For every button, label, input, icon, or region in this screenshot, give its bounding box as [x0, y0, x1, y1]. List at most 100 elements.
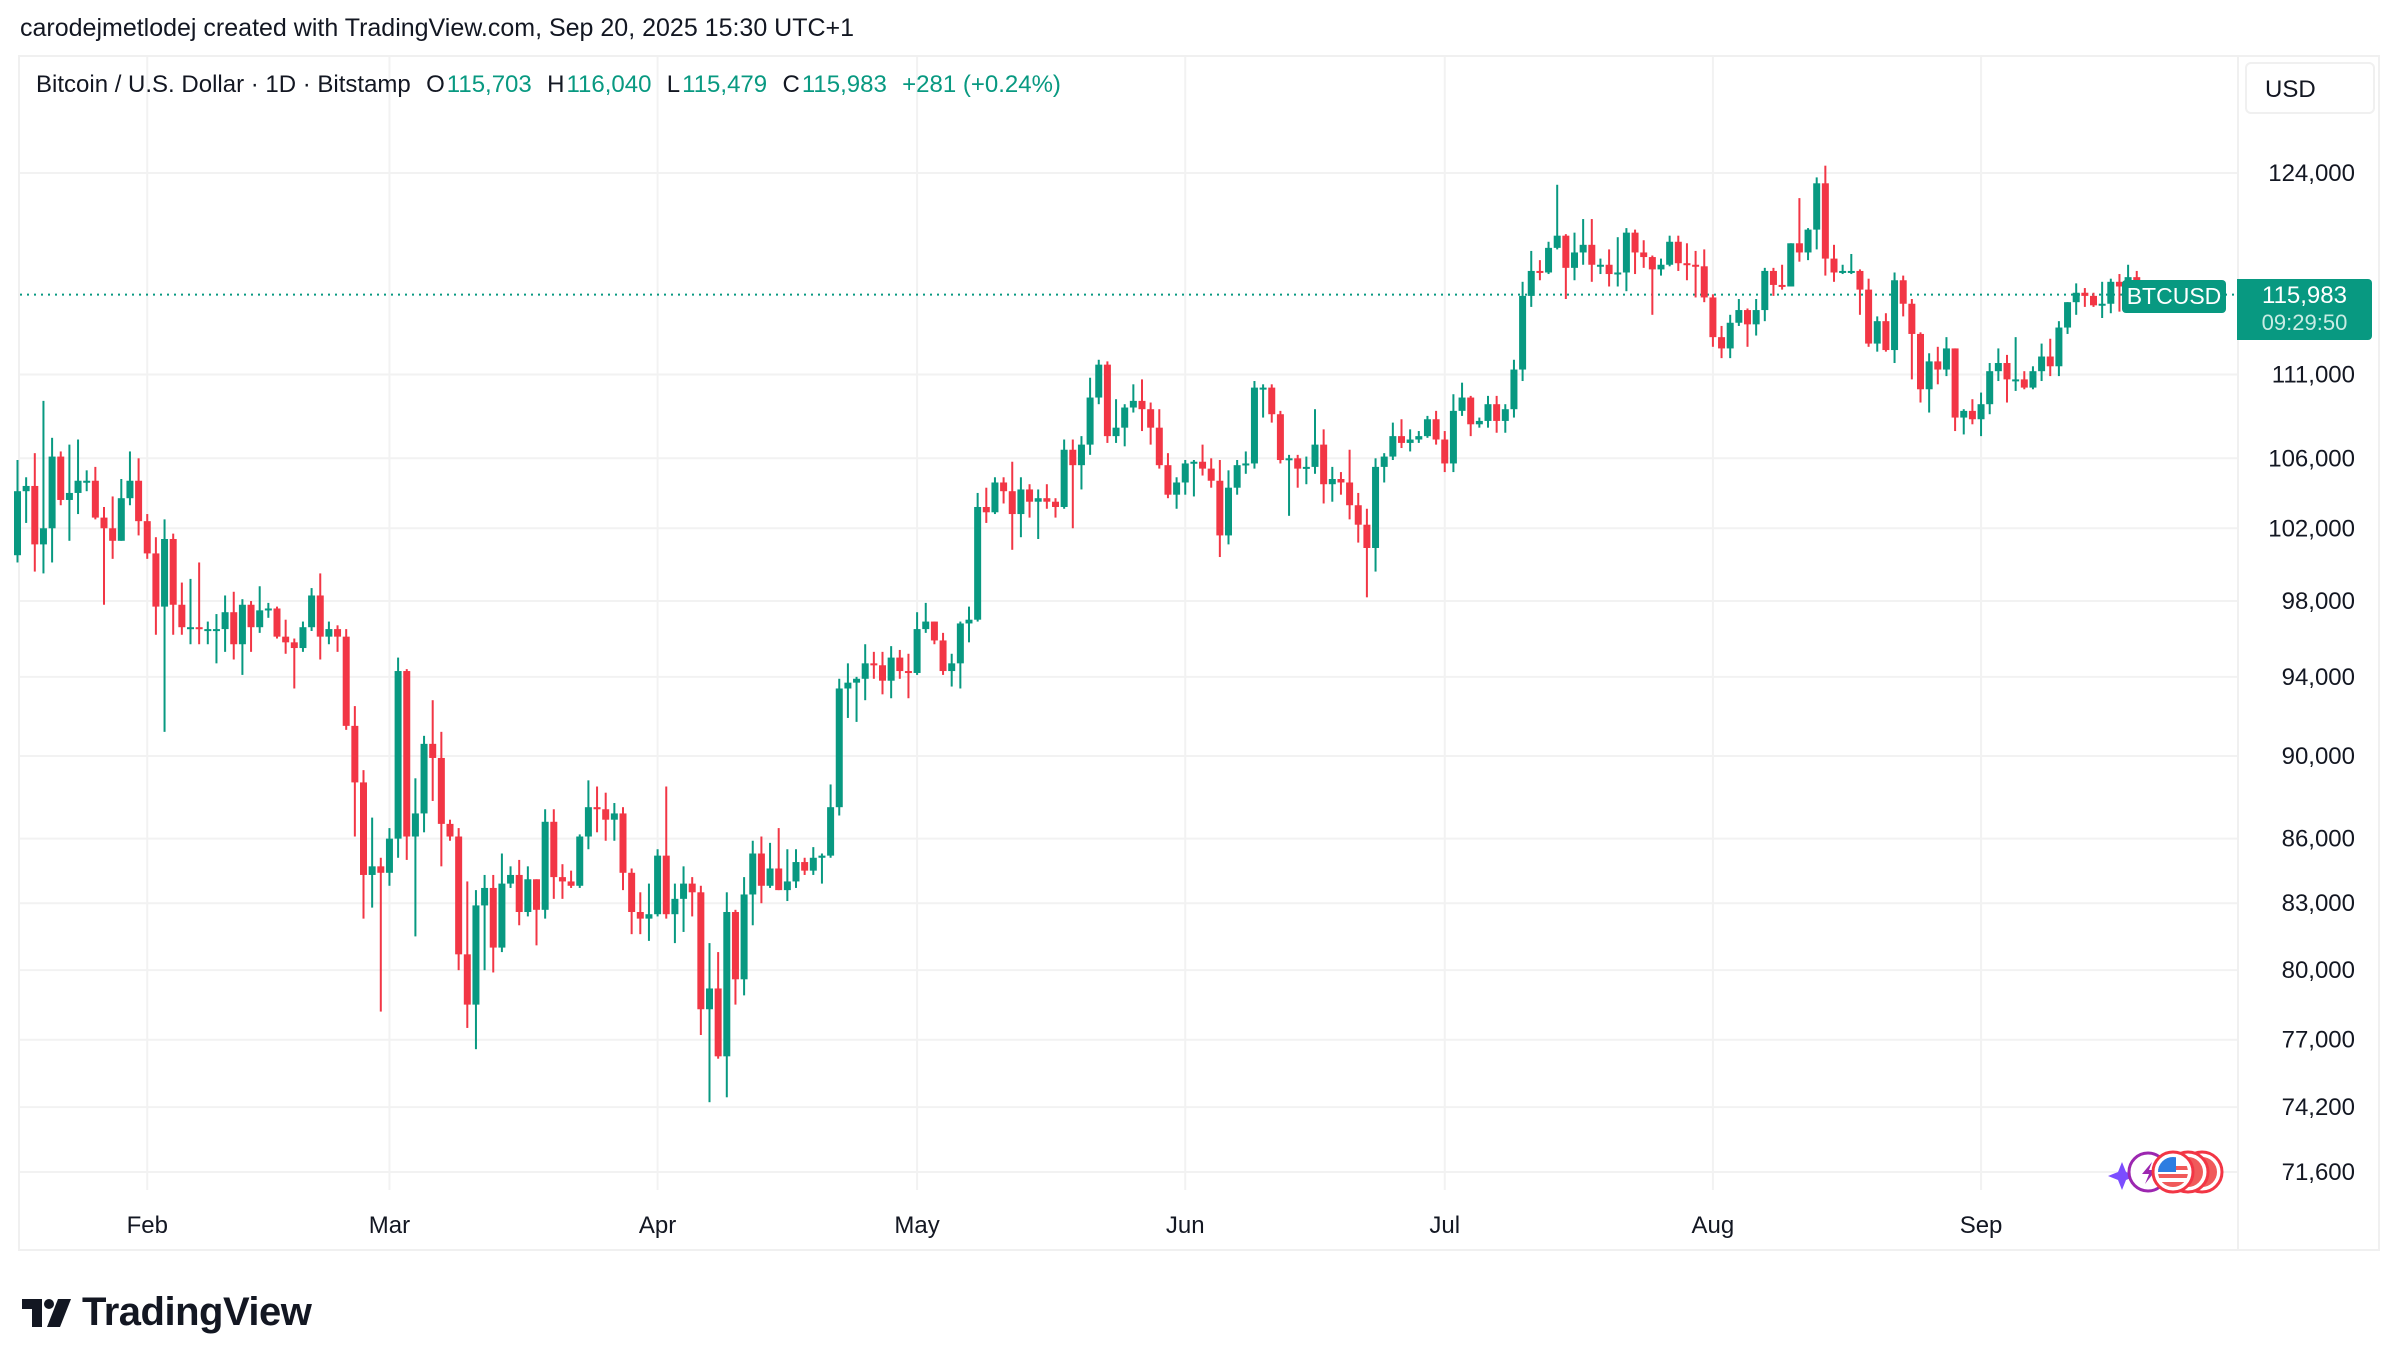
candle	[749, 840, 757, 926]
symbol-title[interactable]: Bitcoin / U.S. Dollar · 1D · Bitstamp	[36, 71, 411, 98]
candle-wick	[1383, 453, 1386, 483]
candle	[576, 834, 584, 888]
currency-button[interactable]: USD	[2245, 62, 2375, 114]
candle-body	[1787, 243, 1795, 287]
candle-body	[1008, 491, 1016, 515]
candle	[1250, 381, 1258, 469]
candle	[1735, 299, 1743, 326]
candle	[628, 868, 636, 935]
candle-body	[904, 671, 912, 674]
price-tick-label: 124,000	[2268, 160, 2355, 187]
candle-wick	[1616, 237, 1619, 287]
candle	[394, 657, 402, 858]
candle-body	[1873, 321, 1881, 344]
candle-body	[74, 480, 82, 493]
candle	[1242, 451, 1250, 474]
close-label: C	[782, 71, 800, 98]
candle-wick	[1582, 219, 1585, 265]
candle-body	[282, 636, 290, 643]
price-axis-divider	[2237, 55, 2239, 1251]
candle-wick	[769, 842, 772, 888]
candle-body	[1769, 270, 1777, 285]
candle-body	[230, 612, 238, 645]
candle-body	[83, 480, 91, 483]
candle-wick	[1746, 308, 1749, 347]
candle	[714, 952, 722, 1059]
candle-body	[1718, 337, 1726, 349]
candle-wick	[1288, 454, 1291, 516]
candle	[498, 853, 506, 953]
candle	[1199, 444, 1207, 476]
candle-body	[2107, 281, 2115, 304]
candle	[1406, 429, 1414, 452]
candle-wick	[128, 451, 131, 506]
candle-body	[1986, 371, 1994, 405]
candle	[766, 842, 774, 888]
candle-body	[394, 671, 402, 839]
candle	[1986, 363, 1994, 415]
candle-body	[1830, 258, 1838, 273]
candle-body	[1276, 414, 1284, 461]
candle-body	[57, 456, 65, 500]
candle	[853, 676, 861, 722]
candle	[1692, 250, 1700, 298]
candle-body	[1614, 272, 1622, 275]
candle	[1648, 255, 1656, 315]
bar-countdown: 09:29:50	[2261, 310, 2348, 335]
candle-body	[982, 506, 990, 513]
candle	[126, 451, 134, 506]
candle-body	[809, 857, 817, 871]
candle-body	[1700, 266, 1708, 298]
candle-body	[1622, 232, 1630, 273]
candle	[204, 621, 212, 645]
candle	[1787, 243, 1795, 287]
candle	[481, 874, 489, 971]
candle	[178, 582, 186, 635]
candle-wick	[665, 786, 668, 919]
candle-body	[1683, 263, 1691, 266]
candle-wick	[25, 477, 28, 523]
candle-wick	[691, 877, 694, 917]
candle-body	[2072, 292, 2080, 303]
candle	[1571, 232, 1578, 281]
candle	[1683, 243, 1691, 281]
candle-wick	[682, 866, 685, 932]
tradingview-logo-icon	[22, 1298, 71, 1327]
candle	[334, 625, 342, 652]
candle-body	[117, 498, 125, 541]
candle	[982, 487, 990, 523]
candle	[2003, 354, 2011, 403]
candle	[515, 859, 523, 926]
us-flag-icon[interactable]	[2151, 1150, 2195, 1194]
ai-spark-icon[interactable]	[2108, 1162, 2136, 1190]
candle	[1744, 308, 1751, 347]
symbol-legend: Bitcoin / U.S. Dollar · 1D · Bitstamp O1…	[36, 71, 1063, 99]
candle-body	[420, 743, 428, 814]
price-tick-label: 74,200	[2282, 1094, 2355, 1121]
candle	[1951, 348, 1959, 432]
candle-body	[1129, 400, 1137, 408]
tradingview-logo[interactable]: TradingView	[22, 1290, 312, 1335]
candle	[411, 778, 419, 937]
candle-body	[567, 881, 575, 886]
candle	[463, 881, 471, 1028]
candle-body	[922, 621, 930, 630]
candle-body	[1173, 482, 1181, 495]
candle	[662, 786, 670, 919]
lightning-bolt	[2142, 1162, 2156, 1184]
price-tick-label: 71,600	[2282, 1159, 2355, 1186]
candle-body	[1017, 489, 1025, 515]
candle	[1181, 460, 1189, 495]
candle	[731, 909, 739, 1005]
candle	[437, 731, 445, 867]
candle	[680, 866, 688, 932]
candle-wick	[1331, 466, 1334, 502]
candle-wick	[68, 444, 71, 541]
candle	[584, 780, 592, 850]
candle-body	[1596, 264, 1604, 267]
candle	[14, 460, 21, 563]
candle-body	[1891, 280, 1899, 351]
candle-body	[879, 665, 886, 681]
candle	[169, 533, 177, 635]
